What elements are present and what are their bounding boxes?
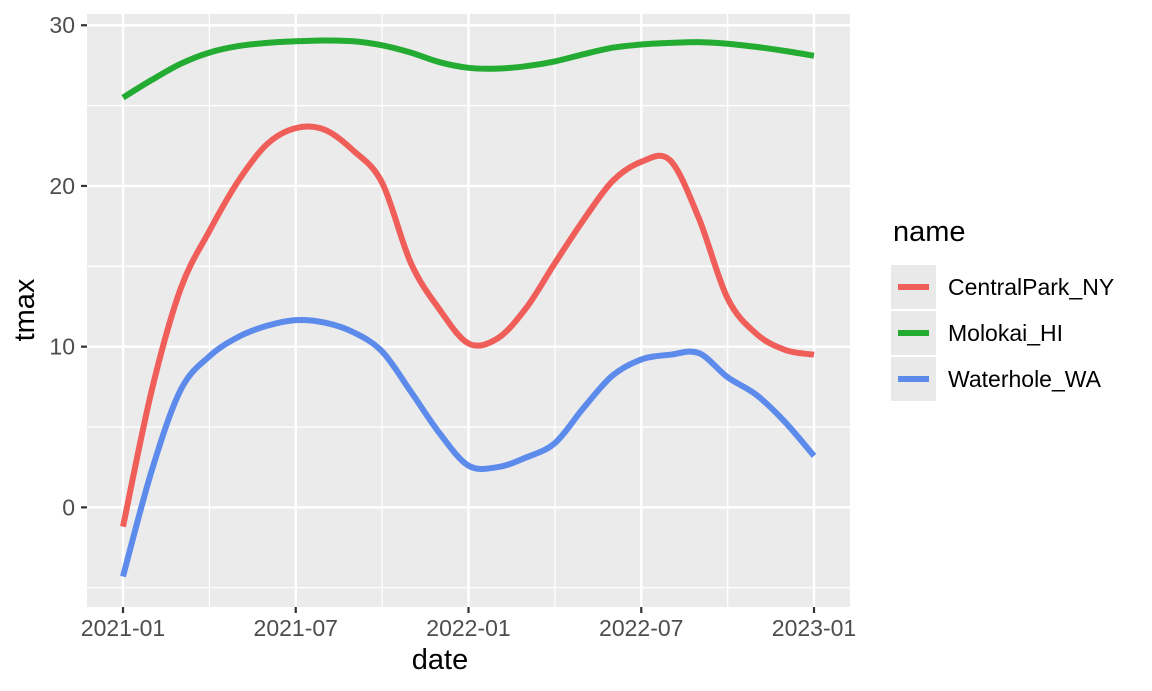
series-line-waterhole_wa xyxy=(120,316,817,578)
legend-item-waterhole-wa: Waterhole_WA xyxy=(891,357,1114,401)
legend-key-waterhole-wa xyxy=(891,357,936,401)
legend-item-molokai-hi: Molokai_HI xyxy=(891,311,1114,355)
x-tick-label: 2022-07 xyxy=(599,615,683,641)
x-axis-title: date xyxy=(411,644,469,676)
series-line-molokai_hi xyxy=(121,37,815,101)
x-tick-label: 2023-01 xyxy=(772,615,856,641)
legend-item-centralpark-ny: CentralPark_NY xyxy=(891,265,1114,309)
legend: name CentralPark_NY Molokai_HI Waterhole… xyxy=(891,216,1114,403)
x-tick-label: 2022-01 xyxy=(426,615,510,641)
legend-key-molokai-hi xyxy=(891,311,936,355)
x-tick-label: 2021-01 xyxy=(81,615,165,641)
legend-line-swatch xyxy=(898,330,929,336)
x-tick-label: 2021-07 xyxy=(254,615,338,641)
y-tick-label: 20 xyxy=(49,173,75,199)
y-tick-label: 10 xyxy=(49,334,75,360)
legend-title: name xyxy=(893,216,966,248)
legend-label: Molokai_HI xyxy=(948,319,1064,346)
legend-key-centralpark-ny xyxy=(891,265,936,309)
legend-label: CentralPark_NY xyxy=(948,273,1115,300)
legend-line-swatch xyxy=(898,376,929,382)
y-tick-label: 0 xyxy=(62,494,75,520)
legend-label: Waterhole_WA xyxy=(948,365,1101,392)
y-axis-title: tmax xyxy=(9,278,41,342)
y-tick-label: 30 xyxy=(49,12,75,38)
series-line-centralpark_ny xyxy=(120,123,815,528)
legend-line-swatch xyxy=(898,284,929,290)
